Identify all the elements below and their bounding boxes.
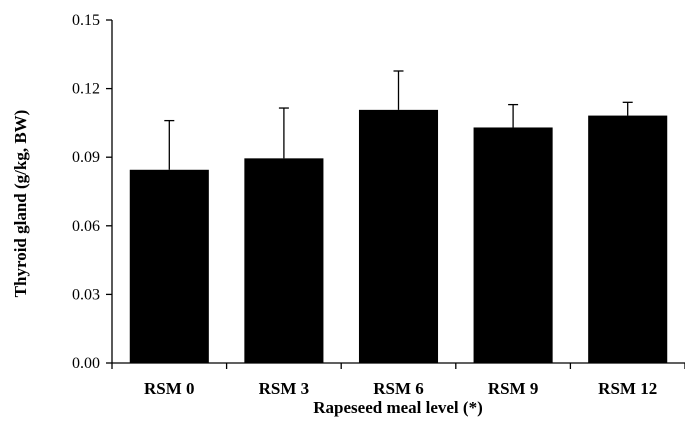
x-tick-label: RSM 3	[259, 379, 310, 398]
error-bars	[164, 70, 633, 170]
y-tick-label: 0.00	[72, 355, 100, 372]
bar	[358, 109, 439, 363]
x-axis: RSM 0 RSM 3 RSM 6 RSM 9 RSM 12	[111, 362, 685, 398]
y-tick-label: 0.09	[72, 149, 100, 166]
y-tick-label: 0.06	[72, 218, 100, 235]
x-axis-title: Rapeseed meal level (*)	[313, 398, 482, 417]
bar	[244, 158, 324, 363]
y-axis: 0.00 0.03 0.06 0.09 0.12 0.15	[72, 12, 113, 372]
bar	[473, 127, 553, 364]
bars	[129, 109, 668, 364]
y-axis-title: Thyroid gland (g/kg, BW)	[11, 110, 30, 298]
bar	[588, 115, 668, 363]
x-tick-label: RSM 12	[598, 379, 657, 398]
y-tick-label: 0.12	[72, 81, 100, 98]
x-tick-label: RSM 6	[373, 379, 424, 398]
y-tick-label: 0.15	[72, 12, 100, 29]
x-tick-label: RSM 0	[144, 379, 195, 398]
y-tick-label: 0.03	[72, 286, 100, 303]
bar	[129, 169, 209, 363]
x-tick-label: RSM 9	[488, 379, 539, 398]
